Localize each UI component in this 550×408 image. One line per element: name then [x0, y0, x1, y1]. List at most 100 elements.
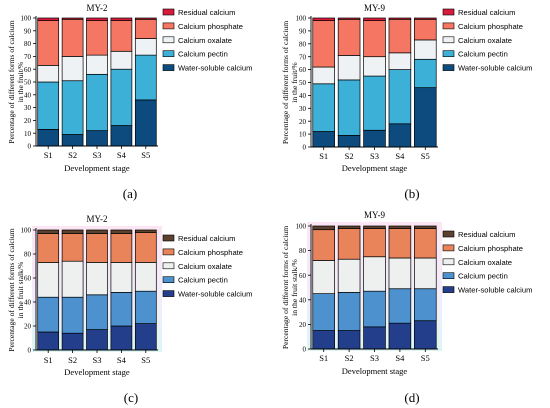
y-tick-label: 60 [24, 66, 32, 74]
bar-segment-s5-series-5 [414, 225, 437, 229]
bar-segment-s1-series-5 [312, 17, 335, 21]
y-tick-label: 90 [299, 28, 307, 36]
x-tick-label: S2 [68, 355, 77, 365]
bar-segment-s2-series-2 [61, 80, 84, 135]
y-tick-label: 100 [296, 223, 307, 231]
legend-label-series-1: Water-soluble calcium [178, 290, 252, 299]
y-tick-label: 0 [28, 143, 32, 151]
chart-title: MY-9 [364, 210, 386, 220]
y-tick-label: 100 [296, 15, 307, 23]
y-tick-label: 30 [299, 105, 307, 113]
bar-segment-s3-series-2 [86, 73, 108, 131]
x-tick-label: S5 [421, 151, 430, 161]
legend-label-series-3: Calcium oxalate [458, 36, 512, 45]
bar-segment-s5-series-2 [414, 58, 437, 89]
bar-segment-s1-series-5 [37, 229, 60, 234]
bar-segment-s1-series-2 [37, 296, 60, 333]
x-axis-label: Development stage [64, 163, 130, 173]
y-tick-label: 100 [21, 227, 32, 235]
legend-swatch-series-2 [162, 50, 175, 58]
x-tick-label: S2 [68, 150, 77, 160]
x-tick-label: S3 [93, 150, 102, 160]
legend-label-series-2: Calcium pectin [458, 272, 508, 281]
legend-label-series-4: Calcium phosphate [458, 244, 523, 253]
bar-segment-s5-series-4 [134, 232, 157, 263]
legend-swatch-series-4 [442, 22, 455, 30]
legend: Residual calcium Calcium phosphate Calcium… [162, 8, 252, 73]
y-tick-label: 10 [299, 131, 307, 139]
bar-segment-s3-series-5 [86, 229, 108, 234]
bar-segment-s1-series-1 [37, 331, 60, 351]
bar-segment-s1-series-5 [37, 17, 60, 21]
y-tick-label: 40 [24, 91, 32, 99]
x-tick-label: S1 [319, 353, 328, 363]
x-axis-label: Development stage [342, 163, 408, 173]
y-axis-label-line-2: in the fruit stalk/% [16, 261, 25, 318]
bar-segment-s4-series-5 [110, 17, 133, 21]
legend-label-series-5: Residual calcium [178, 8, 235, 17]
y-axis-label-line-2: in the fruit stalk/% [290, 258, 299, 315]
y-tick-label: 10 [24, 130, 32, 138]
y-tick-label: 60 [299, 66, 307, 74]
bar-segment-s5-series-3 [134, 38, 157, 56]
legend-label-series-3: Calcium oxalate [178, 36, 232, 45]
bar-segment-s2-series-1 [337, 330, 361, 350]
bar-segment-s3-series-4 [363, 228, 386, 258]
legend-label-series-5: Residual calcium [458, 8, 515, 17]
bar-segment-s2-series-4 [337, 18, 361, 56]
bar-segment-s4-series-3 [388, 52, 412, 70]
bar-segment-s4-series-4 [110, 233, 133, 263]
legend-swatch-series-4 [442, 244, 455, 252]
legend-label-series-2: Calcium pectin [458, 50, 508, 59]
legend-label-series-3: Calcium oxalate [178, 262, 232, 271]
y-tick-label: 20 [299, 321, 307, 329]
legend-swatch-series-4 [162, 248, 175, 256]
chart-title: MY-9 [364, 3, 386, 13]
bar-segment-s3-series-1 [363, 326, 386, 350]
bar-segment-s3-series-4 [86, 20, 108, 56]
y-tick-label: 60 [299, 272, 307, 280]
bar-segment-s3-series-3 [86, 54, 108, 75]
y-tick-label: 40 [299, 296, 307, 304]
bar-segment-s2-series-5 [61, 17, 84, 20]
y-axis-label-line-2: in the fruit/% [290, 62, 299, 103]
bar-segment-s4-series-3 [110, 262, 133, 293]
bar-segment-s5-series-4 [134, 18, 157, 39]
bar-segment-s1-series-5 [312, 225, 335, 231]
bar-segment-s1-series-4 [312, 20, 335, 68]
bar-segment-s3-series-5 [363, 17, 386, 21]
bar-segment-s4-series-4 [110, 20, 133, 52]
bar-segment-s2-series-4 [337, 228, 361, 260]
bar-segment-s5-series-1 [134, 323, 157, 351]
bar-segment-s4-series-1 [388, 123, 412, 148]
legend-label-series-5: Residual calcium [178, 234, 235, 243]
bar-segment-s3-series-3 [86, 262, 108, 296]
legend-swatch-series-5 [162, 234, 175, 242]
legend-label-series-3: Calcium oxalate [458, 258, 512, 267]
y-tick-label: 50 [299, 79, 307, 87]
y-axis-label-line-2: in the fruit/% [16, 61, 25, 102]
bar-segment-s5-series-3 [414, 39, 437, 60]
legend-swatch-series-2 [442, 50, 455, 58]
bar-segment-s1-series-4 [312, 229, 335, 261]
legend-label-series-1: Water-soluble calcium [458, 64, 532, 73]
legend: Residual calcium Calcium phosphate Calcium… [442, 230, 532, 295]
bar-segment-s2-series-5 [61, 229, 84, 234]
chart-title: MY-2 [86, 3, 107, 13]
legend-swatch-series-1 [162, 64, 175, 71]
bar-segment-s4-series-5 [110, 229, 133, 234]
bar-segment-s4-series-1 [388, 322, 412, 350]
bar-segment-s4-series-2 [388, 288, 412, 324]
legend-swatch-series-3 [162, 36, 175, 44]
y-tick-label: 40 [24, 299, 32, 307]
y-tick-label: 100 [21, 15, 32, 23]
legend-label-series-1: Water-soluble calcium [458, 286, 532, 295]
x-axis-label: Development stage [64, 367, 130, 377]
x-tick-label: S5 [141, 150, 150, 160]
bar-segment-s4-series-3 [110, 50, 133, 70]
bar-segment-s3-series-4 [86, 233, 108, 263]
bar-segment-s4-series-1 [110, 325, 133, 351]
y-tick-label: 0 [303, 144, 307, 152]
y-tick-label: 70 [299, 53, 307, 61]
bar-segment-s4-series-4 [388, 228, 412, 259]
